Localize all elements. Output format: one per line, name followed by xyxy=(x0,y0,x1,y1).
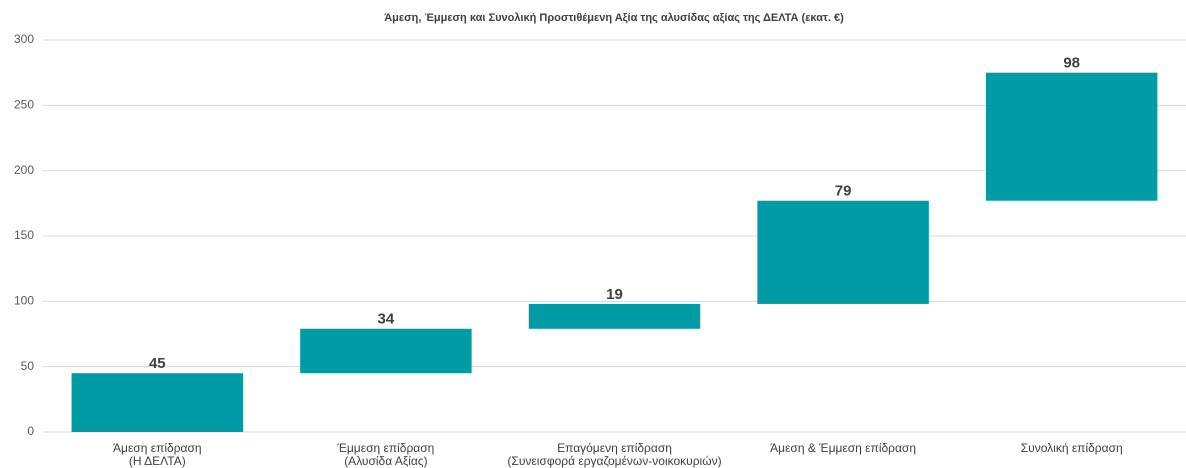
y-tick-label: 0 xyxy=(27,424,34,438)
x-tick-label: Άμεση επίδραση xyxy=(113,441,202,455)
y-tick-label: 300 xyxy=(14,32,34,46)
x-tick-label: Συνολική επίδραση xyxy=(1021,441,1123,455)
x-tick-label: Επαγόμενη επίδραση xyxy=(557,441,672,455)
x-tick-label: (Αλυσίδα Αξίας) xyxy=(344,454,427,468)
bar xyxy=(300,328,472,374)
data-label: 45 xyxy=(149,355,166,372)
x-tick-label: (Η ΔΕΛΤΑ) xyxy=(129,454,186,468)
y-tick-label: 100 xyxy=(14,294,34,308)
y-tick-label: 150 xyxy=(14,228,34,242)
data-label: 79 xyxy=(835,183,852,200)
bar xyxy=(528,303,701,329)
y-tick-label: 250 xyxy=(14,98,34,112)
bar xyxy=(985,72,1158,201)
x-tick-label: Έμμεση επίδραση xyxy=(336,441,434,455)
data-label: 19 xyxy=(606,286,623,303)
y-tick-label: 50 xyxy=(21,359,35,373)
bar xyxy=(757,200,929,304)
data-label: 34 xyxy=(378,311,395,328)
chart-title: Άμεση, Έμμεση και Συνολική Προστιθέμενη … xyxy=(384,12,844,24)
data-label: 98 xyxy=(1063,55,1080,72)
x-tick-label: Άμεση & Έμμεση επίδραση xyxy=(770,441,916,455)
x-tick-label: (Συνεισφορά εργαζομένων-νοικοκυριών) xyxy=(507,454,721,468)
y-tick-label: 200 xyxy=(14,163,34,177)
bar xyxy=(71,373,244,432)
